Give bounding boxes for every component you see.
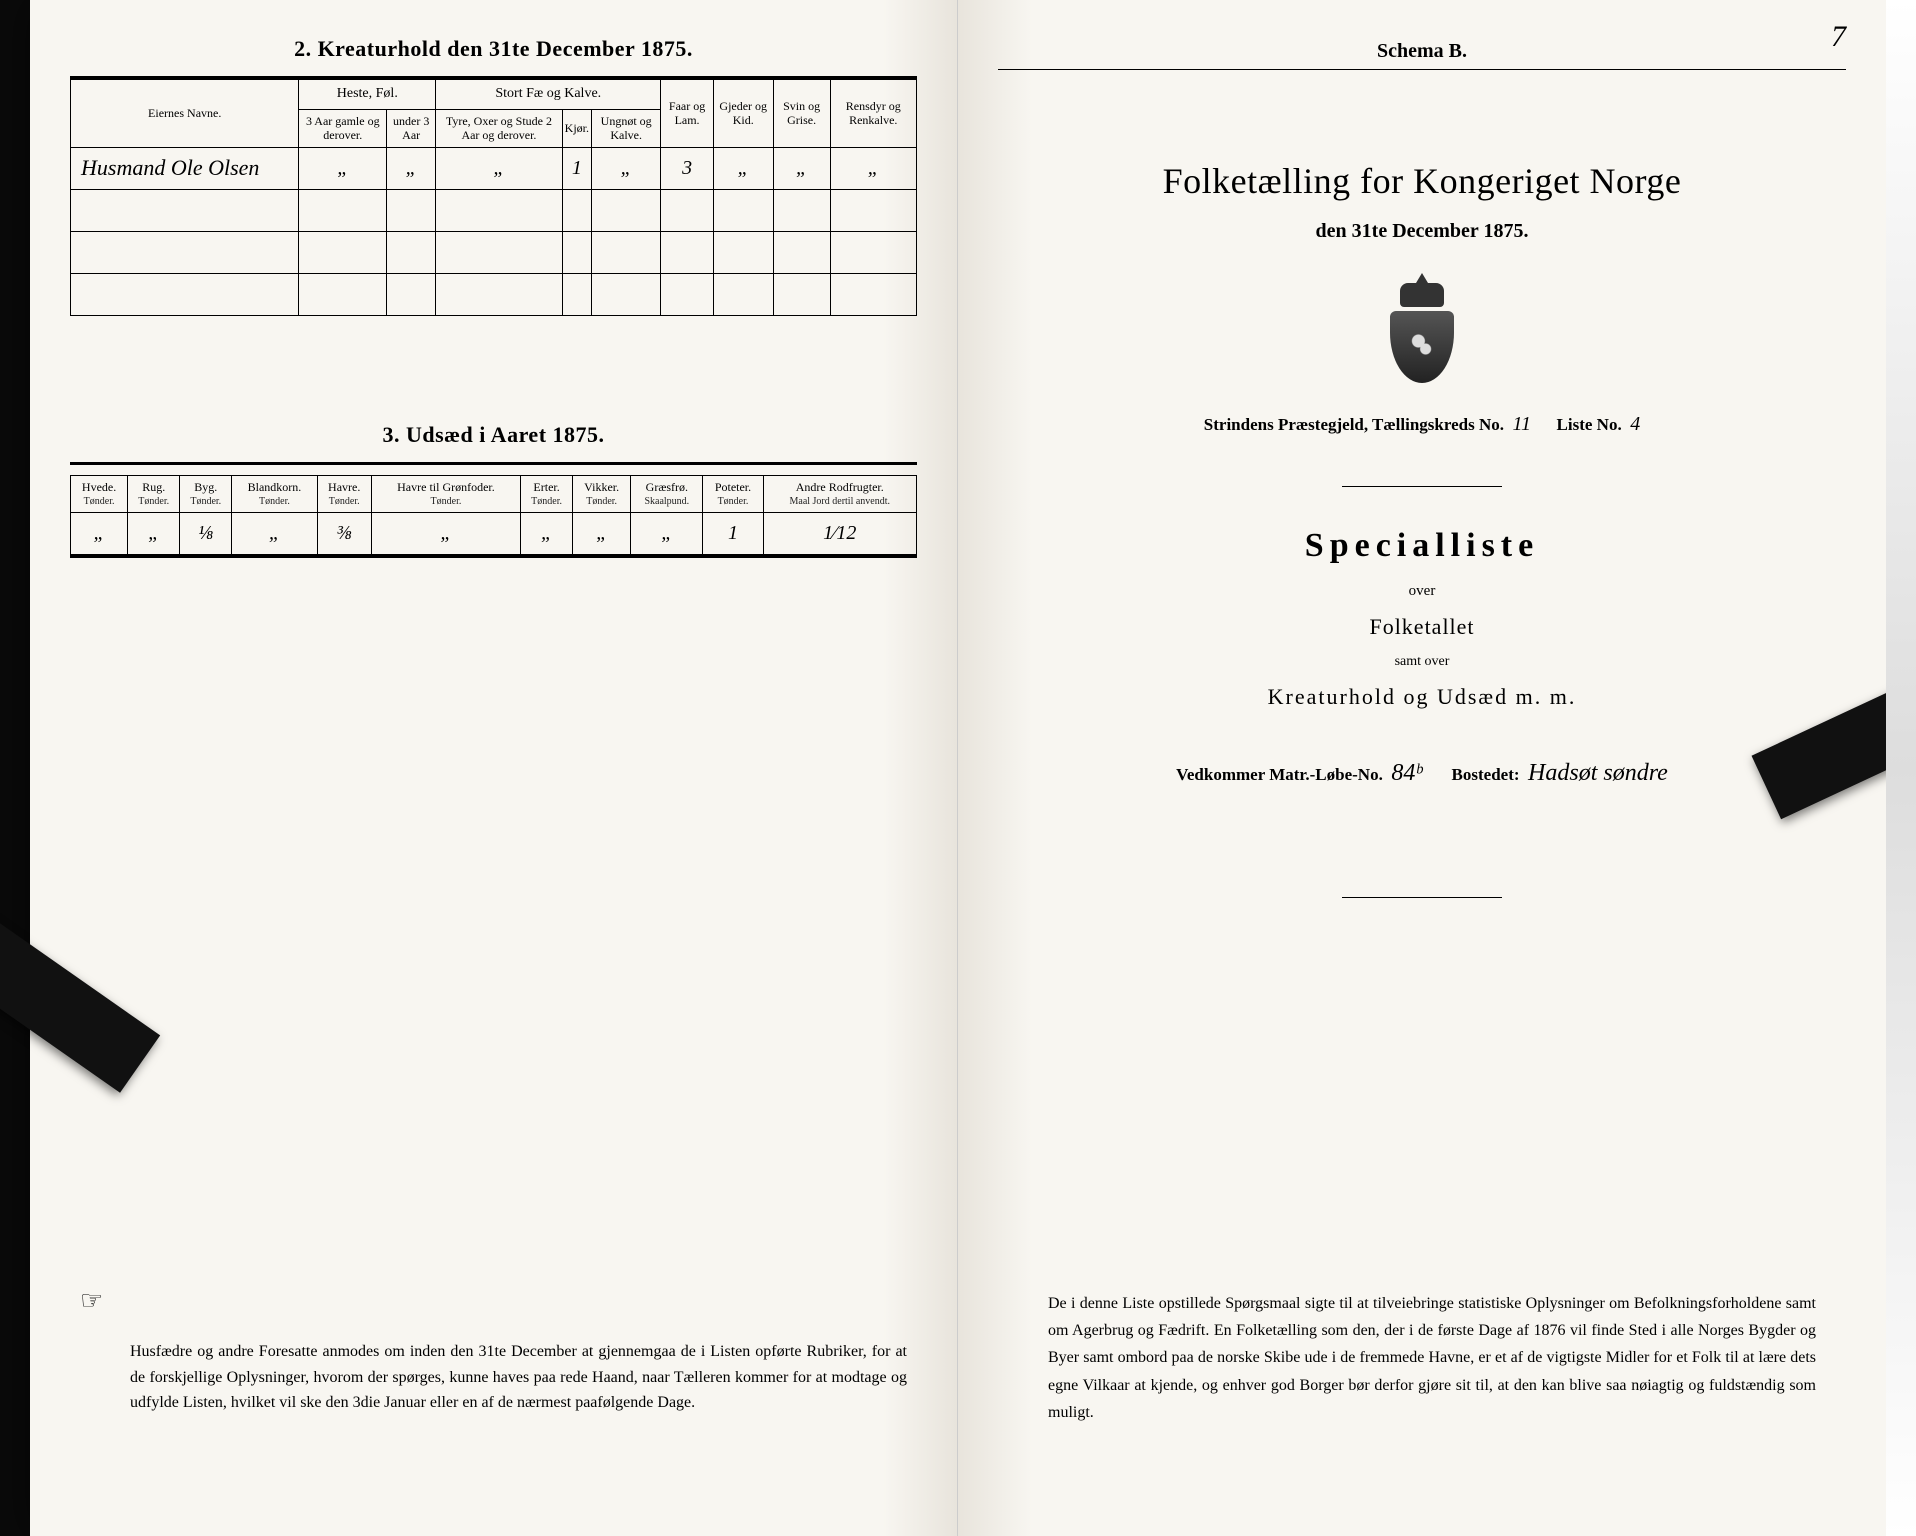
- cell: „: [573, 512, 631, 554]
- col-pig: Svin og Grise.: [773, 80, 830, 148]
- seed-col: Poteter.Tønder.: [703, 475, 763, 512]
- table-row: [71, 273, 917, 315]
- cell: „: [521, 512, 573, 554]
- cell: „: [436, 147, 562, 189]
- cell: „: [128, 512, 180, 554]
- cell: „: [232, 512, 317, 554]
- seed-col: Havre til Grønfoder.Tønder.: [371, 475, 520, 512]
- census-date: den 31te December 1875.: [998, 220, 1846, 243]
- cell: „: [592, 147, 661, 189]
- cell: „: [713, 147, 773, 189]
- col-group-cattle: Stort Fæ og Kalve.: [436, 80, 661, 110]
- seed-header-row: Hvede.Tønder. Rug.Tønder. Byg.Tønder. Bl…: [71, 475, 917, 512]
- census-title: Folketælling for Kongeriget Norge: [998, 160, 1846, 202]
- cell: „: [387, 147, 436, 189]
- col-sheep: Faar og Lam.: [661, 80, 713, 148]
- rule: [1342, 486, 1502, 487]
- seed-col: Andre Rodfrugter.Maal Jord dertil anvend…: [763, 475, 916, 512]
- bostedet-value: Hadsøt søndre: [1528, 760, 1668, 786]
- seed-col: Erter.Tønder.: [521, 475, 573, 512]
- table-row: [71, 231, 917, 273]
- right-paragraph: De i denne Liste opstillede Spørgsmaal s…: [1048, 1290, 1816, 1426]
- seed-table: Hvede.Tønder. Rug.Tønder. Byg.Tønder. Bl…: [70, 475, 917, 555]
- cell: „: [631, 512, 703, 554]
- parish-label: Strindens Præstegjeld, Tællingskreds No.: [1204, 415, 1504, 434]
- cell: „: [299, 147, 387, 189]
- matr-line: Vedkommer Matr.-Løbe-No. 84ᵇ Bostedet: H…: [998, 760, 1846, 787]
- over-label: over: [998, 583, 1846, 600]
- col-goat: Gjeder og Kid.: [713, 80, 773, 148]
- left-page: 2. Kreaturhold den 31te December 1875. E…: [30, 0, 958, 1536]
- col-c1: Tyre, Oxer og Stude 2 Aar og derover.: [436, 109, 562, 147]
- cell: ⅛: [180, 512, 232, 554]
- rule: [1342, 897, 1502, 898]
- col-c2: Kjør.: [562, 109, 591, 147]
- cell: „: [830, 147, 916, 189]
- liste-label: Liste No.: [1557, 415, 1622, 434]
- samt-label: samt over: [998, 654, 1846, 670]
- col-rein: Rensdyr og Renkalve.: [830, 80, 916, 148]
- kreds-no: 11: [1513, 413, 1532, 435]
- matr-no: 84ᵇ: [1391, 760, 1421, 786]
- col-owner: Eiernes Navne.: [71, 80, 299, 148]
- left-footnote: Husfædre og andre Foresatte anmodes om i…: [130, 1339, 907, 1416]
- specialliste-heading: Specialliste: [998, 527, 1846, 565]
- seed-col: Rug.Tønder.: [128, 475, 180, 512]
- seed-col: Hvede.Tønder.: [71, 475, 128, 512]
- pointing-hand-icon: ☞: [80, 1286, 103, 1316]
- col-c3: Ungnøt og Kalve.: [592, 109, 661, 147]
- seed-data-row: „ „ ⅛ „ ⅜ „ „ „ „ 1 1⁄12: [71, 512, 917, 554]
- section2-title: 2. Kreaturhold den 31te December 1875.: [70, 36, 917, 62]
- col-h1: 3 Aar gamle og derover.: [299, 109, 387, 147]
- rule: [998, 69, 1846, 70]
- scan-edge-left: [0, 0, 30, 1536]
- right-page: 7 Schema B. Folketælling for Kongeriget …: [958, 0, 1886, 1536]
- cell: „: [773, 147, 830, 189]
- scan-edge-right: [1886, 0, 1916, 1536]
- section3-title: 3. Udsæd i Aaret 1875.: [70, 422, 917, 448]
- table-row: Husmand Ole Olsen „ „ „ 1 „ 3 „ „ „: [71, 147, 917, 189]
- coat-of-arms-icon: [1382, 283, 1462, 383]
- seed-col: Græsfrø.Skaalpund.: [631, 475, 703, 512]
- page-number: 7: [1831, 20, 1846, 54]
- table-row: [71, 189, 917, 231]
- seed-col: Havre.Tønder.: [317, 475, 371, 512]
- cell: 3: [661, 147, 713, 189]
- kreatur-label: Kreaturhold og Udsæd m. m.: [998, 684, 1846, 710]
- seed-col: Byg.Tønder.: [180, 475, 232, 512]
- parish-line: Strindens Præstegjeld, Tællingskreds No.…: [998, 413, 1846, 436]
- folketallet-label: Folketallet: [998, 614, 1846, 640]
- owner-name: Husmand Ole Olsen: [71, 147, 299, 189]
- bostedet-label: Bostedet:: [1452, 765, 1520, 784]
- cell: ⅜: [317, 512, 371, 554]
- cell: 1: [703, 512, 763, 554]
- cell: „: [71, 512, 128, 554]
- rule: [70, 555, 917, 558]
- col-group-horse: Heste, Føl.: [299, 80, 436, 110]
- seed-col: Vikker.Tønder.: [573, 475, 631, 512]
- vedk-label: Vedkommer Matr.-Løbe-No.: [1176, 765, 1383, 784]
- cell: 1: [562, 147, 591, 189]
- book-spread: 2. Kreaturhold den 31te December 1875. E…: [30, 0, 1886, 1536]
- seed-col: Blandkorn.Tønder.: [232, 475, 317, 512]
- liste-no: 4: [1630, 413, 1640, 435]
- col-h2: under 3 Aar: [387, 109, 436, 147]
- rule: [70, 462, 917, 465]
- cell: „: [371, 512, 520, 554]
- livestock-table: Eiernes Navne. Heste, Føl. Stort Fæ og K…: [70, 79, 917, 316]
- cell: 1⁄12: [763, 512, 916, 554]
- schema-label: Schema B.: [998, 40, 1846, 63]
